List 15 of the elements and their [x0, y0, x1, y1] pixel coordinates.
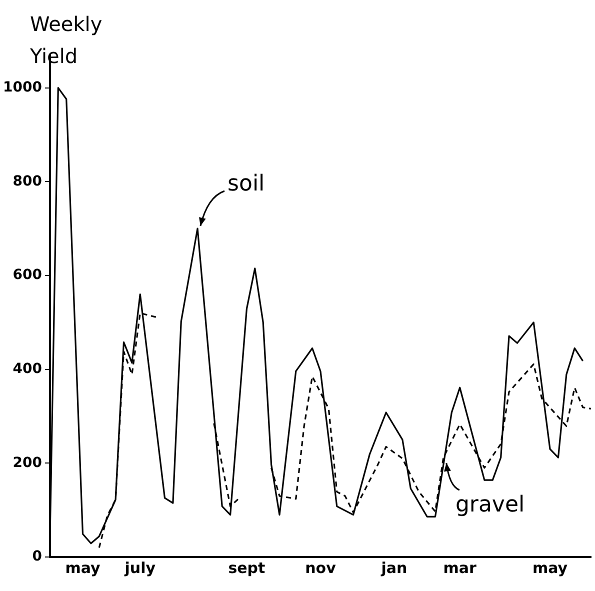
annotation: soil: [228, 171, 265, 196]
y-tick-label: 0: [32, 548, 42, 565]
x-tick-label: mar: [443, 558, 478, 577]
x-tick-label: nov: [305, 558, 336, 577]
y-tick-label: 1000: [2, 79, 42, 96]
y-tick-label: 400: [12, 360, 42, 377]
x-tick-label: may: [65, 558, 101, 577]
annotation: gravel: [455, 492, 525, 518]
y-tick-label: 200: [12, 454, 42, 471]
x-tick-label: may: [532, 558, 568, 577]
x-tick-label: july: [124, 558, 156, 577]
x-tick-label: jan: [380, 558, 408, 577]
y-tick-label: 600: [12, 267, 42, 284]
y-tick-label: 800: [12, 173, 42, 190]
x-tick-label: sept: [228, 558, 266, 577]
